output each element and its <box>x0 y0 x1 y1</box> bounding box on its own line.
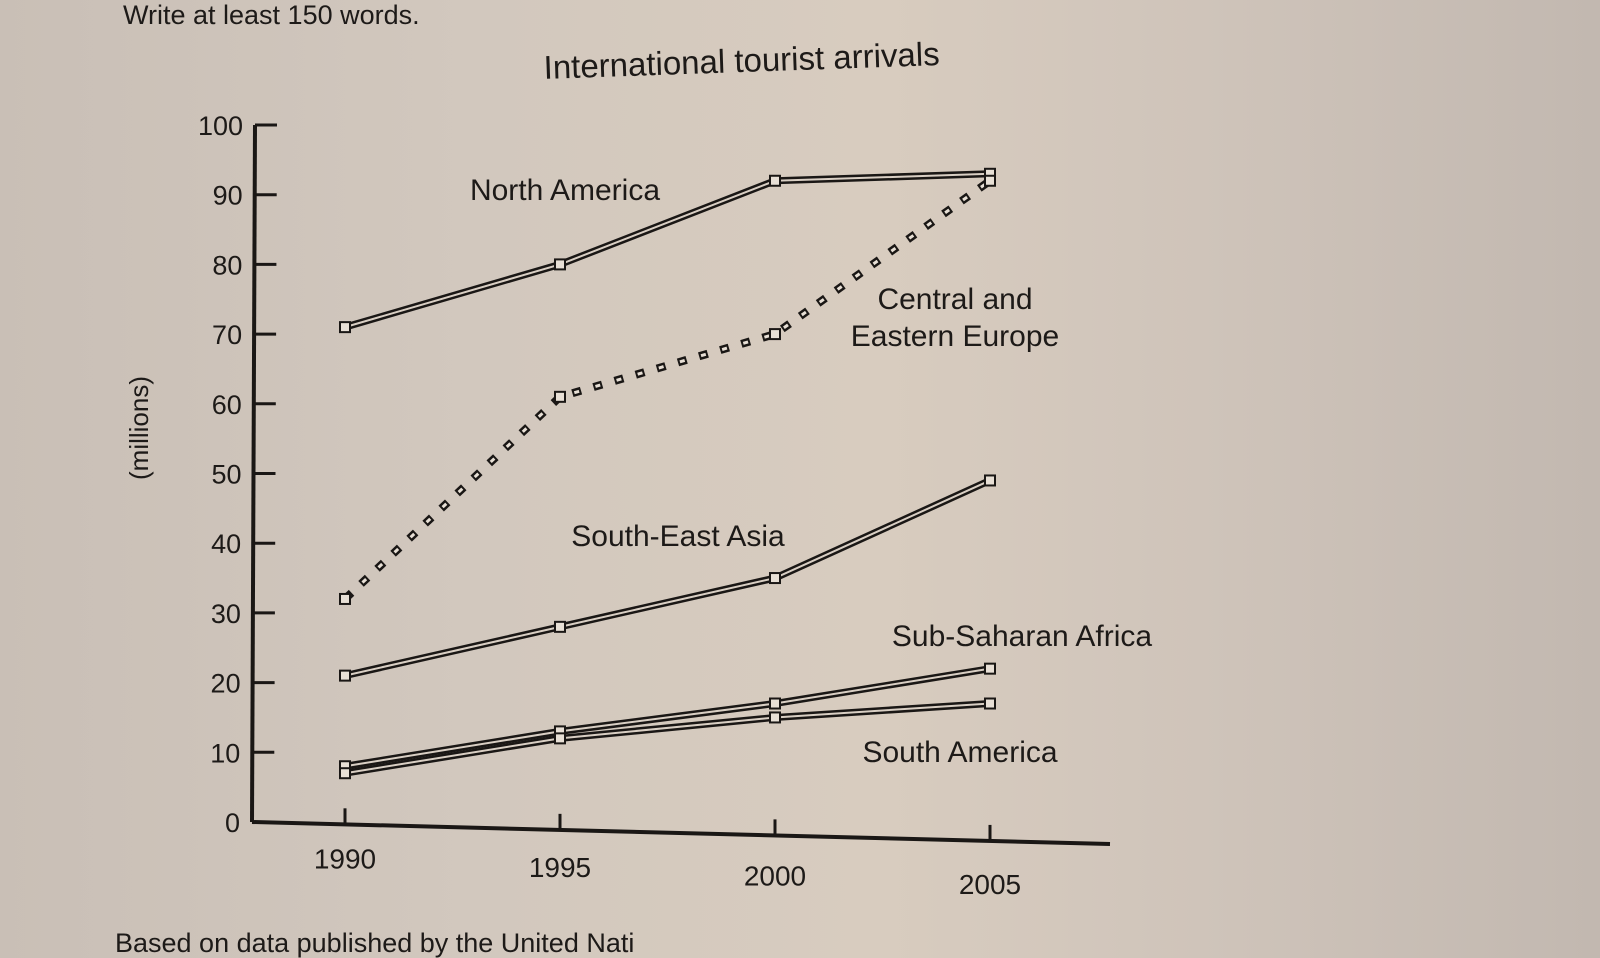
series-label: South-East Asia <box>571 520 785 553</box>
series-line-inner <box>344 172 991 329</box>
y-tick-label: 60 <box>212 390 242 420</box>
footer-source-text: Based on data published by the United Na… <box>115 928 634 958</box>
instruction-text: Write at least 150 words. <box>123 0 420 30</box>
series-group <box>339 167 996 780</box>
data-point <box>984 174 996 187</box>
data-point <box>554 732 566 745</box>
y-axis-label: (millions) <box>124 376 154 480</box>
series-south-america <box>339 697 996 780</box>
x-tick-label: 2005 <box>959 869 1021 900</box>
x-tick-label: 1990 <box>314 843 376 874</box>
series-line-inner <box>344 702 991 775</box>
series-line-inner <box>344 479 991 677</box>
series-south-east-asia <box>339 474 996 682</box>
x-tick-label: 1995 <box>529 852 591 883</box>
y-tick-label: 90 <box>213 181 243 211</box>
data-point <box>339 321 351 334</box>
series-label: North America <box>470 174 660 207</box>
data-point <box>554 620 566 633</box>
series-labels: North America Central and Eastern Europe So… <box>470 174 1152 769</box>
y-tick-label: 10 <box>210 738 240 768</box>
series-label: Sub-Saharan Africa <box>892 620 1152 653</box>
series-line-inner <box>344 667 991 768</box>
y-tick-label: 30 <box>211 599 241 629</box>
y-tick-label: 0 <box>225 808 240 838</box>
data-point <box>339 592 351 605</box>
y-tick-label: 20 <box>211 669 241 699</box>
data-point <box>339 767 351 780</box>
x-axis-line <box>251 820 1111 846</box>
data-point <box>769 174 781 187</box>
data-point <box>984 474 996 487</box>
y-tick-label: 50 <box>211 460 241 490</box>
data-point <box>339 669 351 682</box>
y-tick-label: 70 <box>212 320 242 350</box>
data-point <box>554 258 566 271</box>
data-point <box>554 390 566 403</box>
series-sub-saharan-africa <box>339 662 996 773</box>
data-point <box>769 572 781 585</box>
chart-title: International tourist arrivals <box>543 35 940 86</box>
y-tick-label: 100 <box>198 111 243 141</box>
y-tick-label: 80 <box>212 250 242 280</box>
axes: 0 10 20 30 40 50 60 70 80 90 100 1990 1995 2000 2005 <box>198 111 1111 900</box>
data-point <box>769 328 781 341</box>
series-label: Eastern Europe <box>851 320 1059 353</box>
data-point <box>984 662 996 675</box>
y-tick-label: 40 <box>211 529 241 559</box>
data-point <box>769 711 781 724</box>
x-tick-label: 2000 <box>744 860 806 891</box>
data-point <box>984 697 996 710</box>
data-point <box>769 697 781 710</box>
series-label: Central and <box>877 283 1032 316</box>
series-label: South America <box>862 736 1057 769</box>
series-central-and-eastern-europe <box>339 174 996 605</box>
